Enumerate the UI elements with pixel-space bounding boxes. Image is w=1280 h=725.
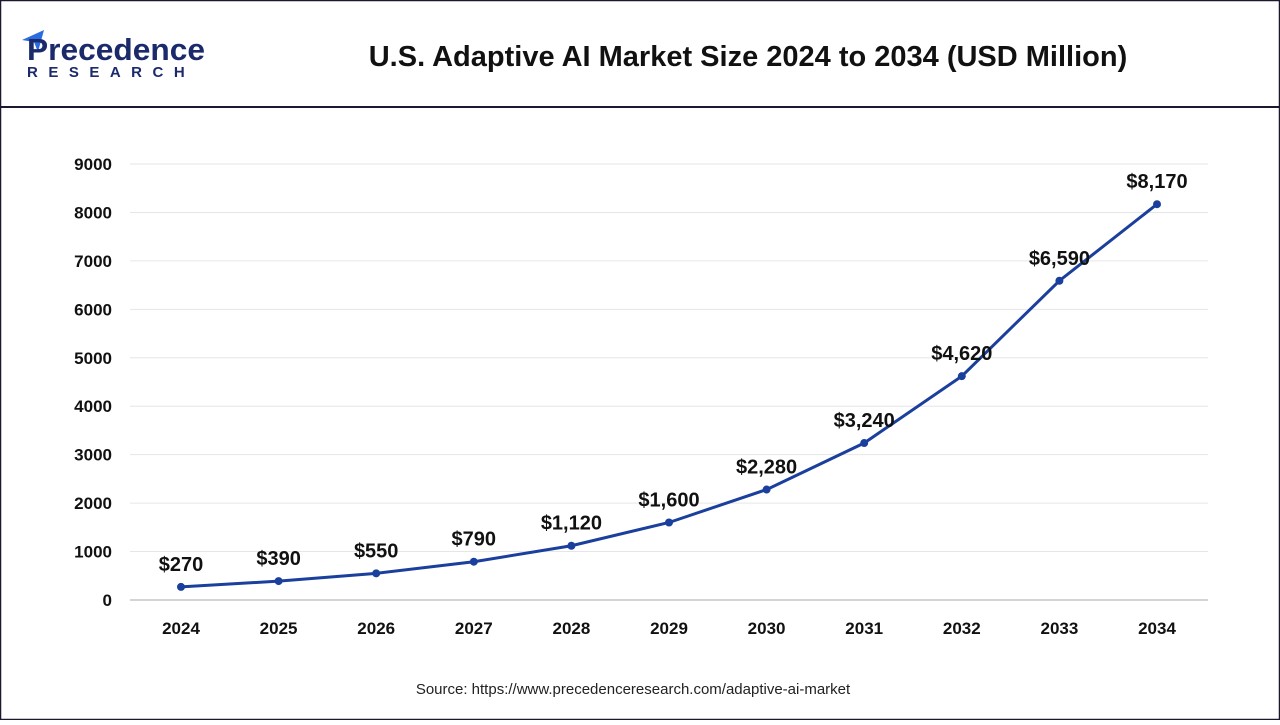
y-tick-label: 5000 (74, 349, 112, 368)
y-tick-label: 7000 (74, 252, 112, 271)
source-text: Source: https://www.precedenceresearch.c… (416, 681, 851, 698)
data-point (177, 582, 185, 591)
data-point (1055, 276, 1064, 285)
data-label: $2,280 (736, 457, 797, 479)
logo: Precedence RESEARCH (22, 30, 205, 81)
data-point (860, 439, 869, 448)
data-point (567, 541, 576, 550)
data-label: $790 (452, 529, 497, 551)
x-tick-label: 2029 (650, 619, 688, 638)
x-tick-label: 2028 (552, 619, 590, 638)
data-point (1153, 200, 1161, 209)
x-tick-label: 2024 (162, 619, 200, 638)
page-title: U.S. Adaptive AI Market Size 2024 to 203… (369, 41, 1128, 73)
data-point (665, 518, 673, 527)
y-tick-label: 6000 (74, 300, 112, 319)
data-label: $6,590 (1029, 248, 1090, 270)
logo-plane-icon (22, 30, 44, 52)
y-tick-label: 1000 (74, 543, 112, 562)
x-tick-label: 2026 (357, 619, 395, 638)
data-point (957, 372, 966, 381)
data-label: $1,120 (541, 513, 602, 535)
x-tick-label: 2030 (748, 619, 786, 638)
y-tick-label: 2000 (74, 494, 112, 513)
x-tick-label: 2034 (1138, 619, 1176, 638)
x-tick-label: 2027 (455, 619, 493, 638)
y-tick-label: 3000 (74, 446, 112, 465)
logo-line2: RESEARCH (27, 64, 195, 81)
data-label: $390 (256, 548, 301, 570)
logo-line1: Precedence (27, 32, 205, 67)
data-point (372, 569, 381, 578)
data-point (762, 485, 771, 494)
x-tick-label: 2033 (1040, 619, 1078, 638)
data-label: $4,620 (931, 343, 992, 365)
data-point (274, 577, 283, 586)
y-tick-label: 0 (103, 591, 112, 610)
x-tick-label: 2032 (943, 619, 981, 638)
data-label: $270 (159, 554, 204, 576)
data-label: $1,600 (638, 489, 699, 511)
y-tick-label: 9000 (74, 155, 112, 174)
y-tick-label: 4000 (74, 397, 112, 416)
y-tick-label: 8000 (74, 203, 112, 222)
data-label: $550 (354, 540, 399, 562)
x-tick-label: 2031 (845, 619, 883, 638)
data-label: $3,240 (834, 410, 895, 432)
x-tick-label: 2025 (260, 619, 298, 638)
data-point (469, 557, 478, 566)
data-label: $8,170 (1126, 171, 1187, 193)
